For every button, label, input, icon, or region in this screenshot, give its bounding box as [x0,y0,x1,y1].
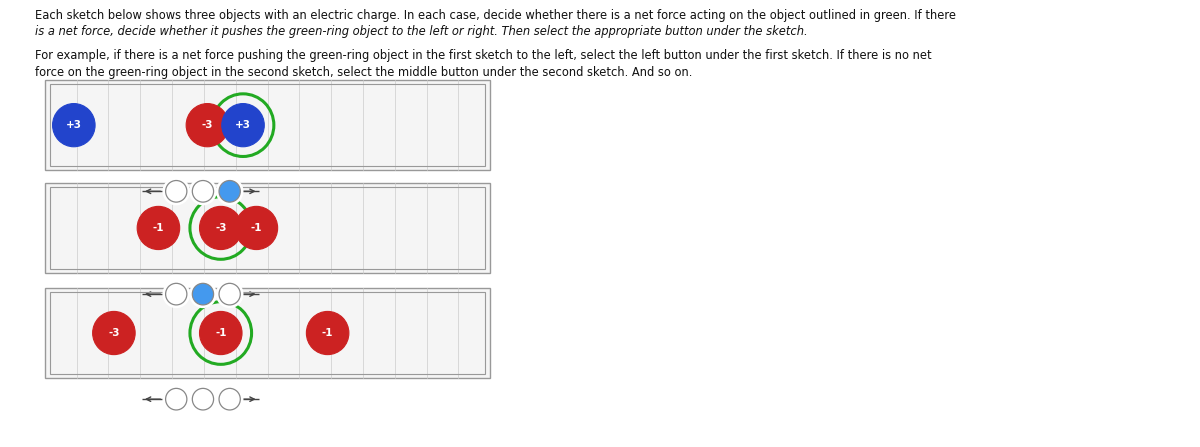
Ellipse shape [166,181,187,202]
Ellipse shape [162,385,190,413]
Bar [44,80,490,170]
Text: force on the green-ring object in the second sketch, select the middle button un: force on the green-ring object in the se… [36,66,692,79]
Ellipse shape [199,312,242,354]
Text: -1: -1 [251,223,262,233]
Bar [44,288,490,378]
Text: -3: -3 [202,120,214,130]
Ellipse shape [53,104,95,147]
Text: -1: -1 [215,328,227,338]
Text: -3: -3 [215,223,227,233]
Text: +3: +3 [66,120,82,130]
Ellipse shape [190,280,217,308]
Bar [49,84,486,166]
Ellipse shape [166,283,187,305]
Bar [44,183,490,273]
Bar [49,187,486,269]
Ellipse shape [235,207,277,249]
Ellipse shape [220,283,240,305]
Ellipse shape [216,177,244,205]
Bar [49,292,486,374]
Ellipse shape [192,388,214,410]
Text: Each sketch below shows three objects with an electric charge. In each case, dec: Each sketch below shows three objects wi… [36,9,956,22]
Text: +3: +3 [235,120,251,130]
Ellipse shape [166,388,187,410]
Ellipse shape [216,280,244,308]
Ellipse shape [186,104,229,147]
Ellipse shape [306,312,349,354]
Ellipse shape [192,181,214,202]
Text: For example, if there is a net force pushing the green-ring object in the first : For example, if there is a net force pus… [36,49,932,62]
Ellipse shape [162,177,190,205]
Text: -1: -1 [152,223,164,233]
Ellipse shape [216,385,244,413]
Ellipse shape [220,388,240,410]
Ellipse shape [192,283,214,305]
Text: -1: -1 [322,328,334,338]
Ellipse shape [190,385,217,413]
Ellipse shape [220,181,240,202]
Text: -3: -3 [108,328,120,338]
Ellipse shape [137,207,180,249]
Ellipse shape [162,280,190,308]
Ellipse shape [190,177,217,205]
Text: is a net force, decide whether it pushes the green-ring object to the left or ri: is a net force, decide whether it pushes… [36,25,808,38]
Ellipse shape [199,207,242,249]
Ellipse shape [92,312,136,354]
Ellipse shape [222,104,264,147]
